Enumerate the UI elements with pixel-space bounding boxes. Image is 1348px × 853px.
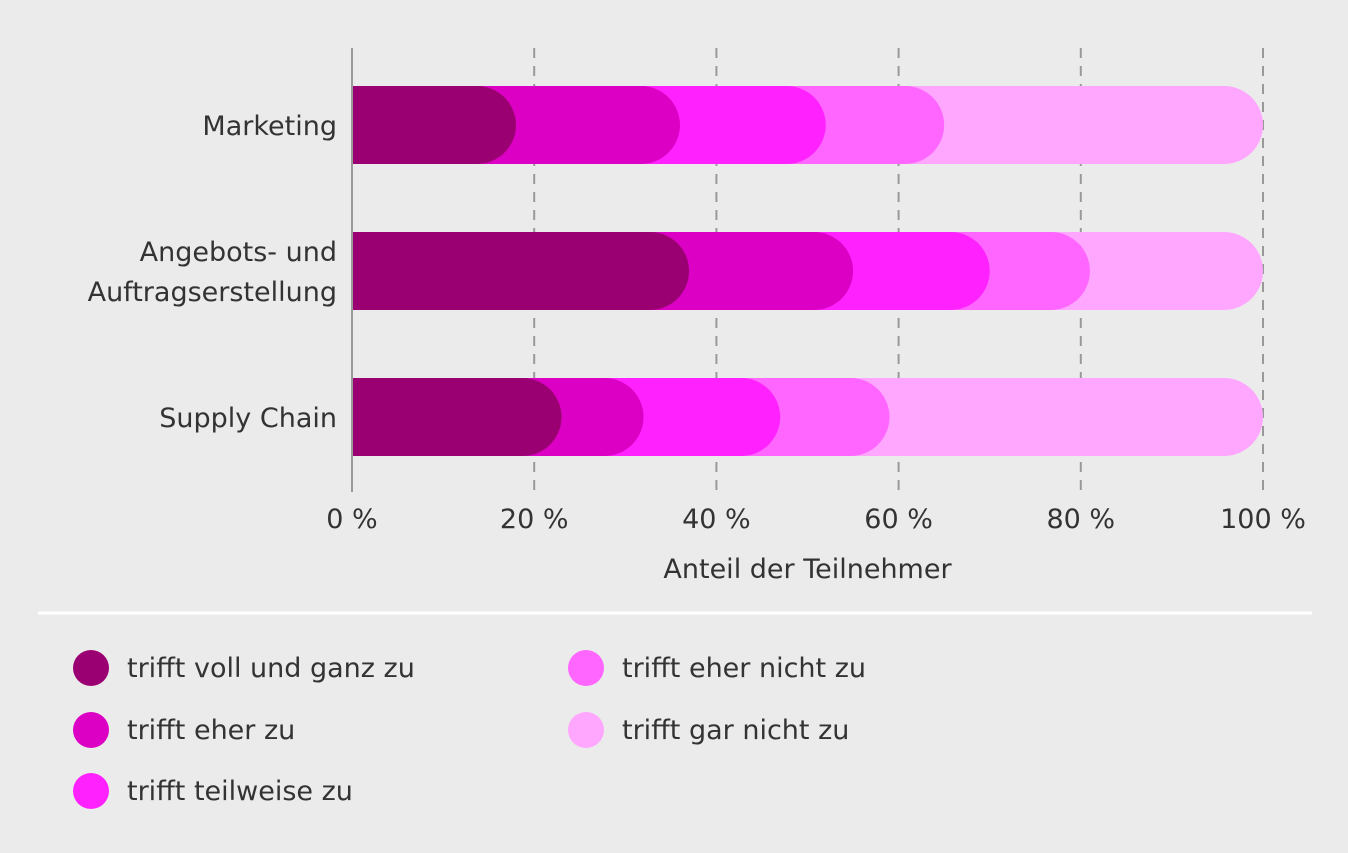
bar-group	[352, 232, 1263, 310]
legend-label: trifft eher zu	[127, 714, 296, 746]
legend-item: trifft eher zu	[73, 712, 295, 748]
legend-item: trifft gar nicht zu	[568, 712, 849, 748]
category-label: Marketing	[202, 111, 337, 142]
x-tick-label: 0 %	[326, 504, 377, 535]
x-tick-label: 20 %	[500, 504, 569, 535]
legend-label: trifft gar nicht zu	[622, 714, 850, 746]
legend-swatch	[568, 712, 604, 748]
bar-group	[352, 378, 1263, 456]
legend-item: trifft voll und ganz zu	[73, 650, 415, 686]
bar-segment	[352, 86, 516, 164]
x-axis-label: Anteil der Teilnehmer	[663, 554, 952, 585]
legend-swatch	[568, 650, 604, 686]
legend-label: trifft eher nicht zu	[622, 652, 867, 684]
legend-swatch	[73, 773, 109, 809]
bar-segment	[352, 378, 562, 456]
x-tick-label: 100 %	[1220, 504, 1306, 535]
legend-item: trifft teilweise zu	[73, 773, 353, 809]
legend-label: trifft teilweise zu	[127, 775, 353, 807]
category-label: Supply Chain	[159, 403, 337, 434]
x-tick-label: 60 %	[864, 504, 933, 535]
x-tick-label: 80 %	[1046, 504, 1115, 535]
category-label: Angebots- und Auftragserstellung	[88, 237, 337, 308]
legend-swatch	[73, 712, 109, 748]
bar-group	[352, 86, 1263, 164]
legend-item: trifft eher nicht zu	[568, 650, 866, 686]
x-tick-label: 40 %	[682, 504, 751, 535]
bar-segment	[352, 232, 690, 310]
legend-swatch	[73, 650, 109, 686]
legend-label: trifft voll und ganz zu	[127, 652, 415, 684]
